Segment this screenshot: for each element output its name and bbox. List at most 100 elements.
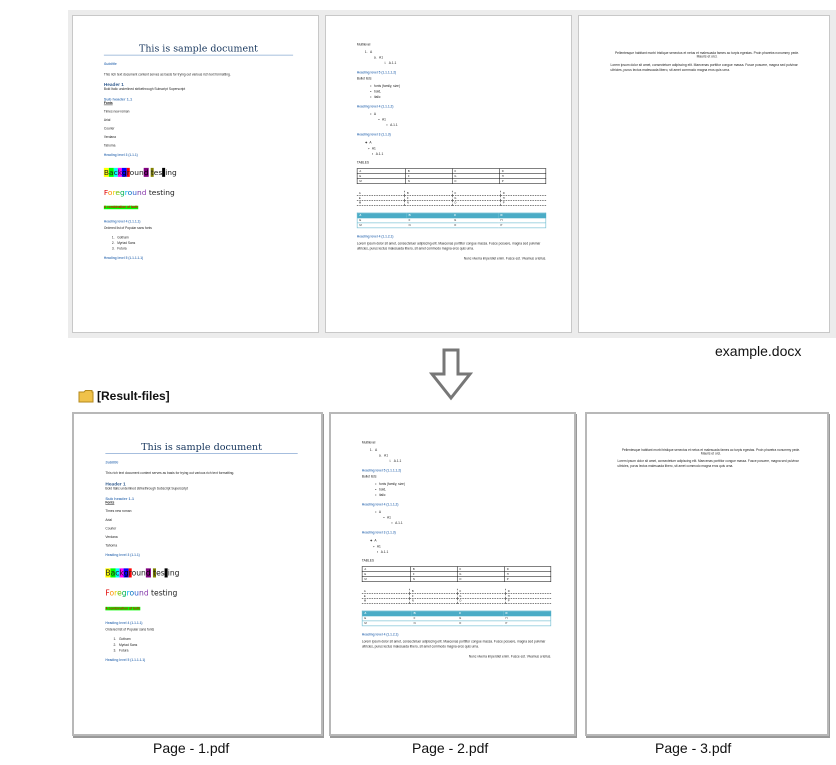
table-cell: P — [498, 222, 546, 229]
heading: Heading level 5 (1.1.1.1.2) — [361, 468, 402, 473]
heading: Heading level 4 (1.1.1.1) — [105, 621, 143, 626]
table-cell: M — [356, 200, 405, 206]
styled-text-segment: oun — [129, 167, 144, 177]
text-line: Multilevel — [361, 440, 376, 445]
font-sample: Times new roman — [103, 110, 130, 114]
list-item: ▪ A.1.1 — [364, 123, 398, 128]
styled-text-segment: t — [164, 568, 168, 578]
styled-text-segment: o — [109, 588, 115, 598]
styled-text-segment: es — [156, 568, 165, 578]
docx-page-1: This is sample document Subtitle This rich… — [72, 15, 319, 333]
table-cell: G — [457, 615, 504, 622]
styled-text-segment: a — [109, 167, 114, 177]
list-item: a. A1 — [369, 453, 389, 458]
styled-text-segment: d — [141, 187, 147, 197]
table-cell: B — [406, 212, 453, 219]
list: • fonts (family, size) • bold, • italic — [365, 85, 546, 99]
pdf-filename-3: Page - 3.pdf — [655, 740, 732, 756]
document-subtitle: Subtitle — [103, 62, 117, 66]
list-item: 1. Gotham — [111, 236, 129, 240]
styled-text-segment: t — [162, 167, 166, 177]
table-cell: O — [451, 200, 501, 206]
result-folder[interactable]: [Result-files] — [78, 389, 170, 403]
styled-text-segment: r — [126, 167, 130, 177]
styled-text-segment: g — [123, 568, 129, 578]
paragraph: This rich text document content serves a… — [105, 471, 235, 476]
list-item: • bold, — [369, 488, 387, 492]
underlined-label: Fonts — [105, 501, 115, 505]
table-cell: E — [357, 217, 407, 224]
heading-2: Sub header 1.1 — [105, 496, 135, 502]
styled-text-segment: n — [136, 187, 142, 197]
table-cell: D — [505, 588, 552, 594]
table-cell: D — [503, 610, 551, 617]
font-sample: Courier — [105, 526, 117, 531]
pdf-page-3: Pellentesque habitant morbi tristique se… — [585, 412, 829, 736]
heading: Heading level 3 (1.1.1) — [103, 153, 138, 157]
font-sample: Courier — [103, 127, 115, 131]
table-cell: P — [505, 598, 552, 604]
list-item: • A — [364, 112, 377, 117]
source-filename: example.docx — [715, 343, 802, 359]
heading: Heading level 4 (1.1.1.1) — [103, 220, 141, 224]
table-cell: E — [361, 593, 410, 599]
heading: Heading level 4 (1.1.2.1) — [356, 235, 394, 239]
pdf-filename-1: Page - 1.pdf — [153, 740, 230, 756]
table-cell: N — [406, 222, 453, 229]
page-canvas: Multilevel 1. A a. A1 i. A.1.1 Heading lev… — [331, 414, 574, 733]
paragraph: Lorem ipsum dolor sit amet, consectetuer… — [617, 459, 799, 469]
table-cell: F — [409, 593, 458, 599]
list: • fonts (family, size) • bold, • italic — [370, 483, 551, 497]
list-item: • italic — [364, 95, 381, 100]
table-cell: H — [503, 615, 551, 622]
table-cell: H — [505, 593, 552, 599]
list-item: 2. Myriad Sans — [113, 643, 138, 647]
list: ❖ A ➢ A1 ▪ A.1.1 — [369, 538, 551, 554]
right-aligned-text: Nunc viverra imperdiet enim. Fusce est. … — [463, 256, 547, 261]
table-cell: N — [411, 620, 458, 627]
table-cell: G — [452, 217, 499, 224]
document-subtitle: Subtitle — [105, 461, 119, 465]
list-item: a. A1 — [364, 55, 384, 60]
table-cell: M — [361, 576, 411, 582]
heading-1: Header 1 — [103, 82, 124, 88]
styled-text-segment: d — [143, 167, 149, 177]
styled-text-segment: u — [132, 187, 137, 197]
text-line: Bold Italic underlined strikethrough Sub… — [105, 486, 189, 491]
list-item: • A — [369, 510, 382, 515]
heading-1: Header 1 — [105, 481, 126, 487]
docx-page-2: Multilevel 1. A a. A1 i. A.1.1 Heading lev… — [325, 15, 572, 333]
styled-text-segment: g — [121, 588, 127, 598]
table-cell: C — [451, 190, 501, 196]
table-cell: A — [357, 212, 407, 219]
table-cell: M — [361, 598, 410, 604]
styled-text-segment: k — [119, 568, 124, 578]
styled-text-segment: r — [114, 588, 118, 598]
heading: Heading level 3 (1.1.3) — [356, 133, 391, 137]
styled-text-segment: e — [115, 187, 120, 197]
text-line: TABLES — [356, 160, 370, 165]
table-cell: H — [498, 217, 546, 224]
styled-text-segment: a — [110, 568, 116, 578]
table-cell: G — [451, 195, 501, 201]
table-cell: C — [457, 610, 504, 617]
list: 1. Gotham 2. Myriad Sans 3. Futura — [113, 638, 297, 653]
table-cell: A — [356, 190, 405, 196]
styled-text-segment: o — [129, 588, 135, 598]
heading: Heading level 5 (1.1.1.1.1) — [103, 256, 144, 261]
page-content: Multilevel 1. A a. A1 i. A.1.1 Heading lev… — [361, 440, 552, 658]
styled-text-segment: o — [127, 187, 133, 197]
list-item: ➢ A1 — [369, 544, 381, 549]
list-item: ▪ A1 — [369, 516, 391, 520]
font-sample: Tahoma — [103, 143, 116, 148]
page-canvas: Pellentesque habitant morbi tristique se… — [579, 16, 829, 332]
